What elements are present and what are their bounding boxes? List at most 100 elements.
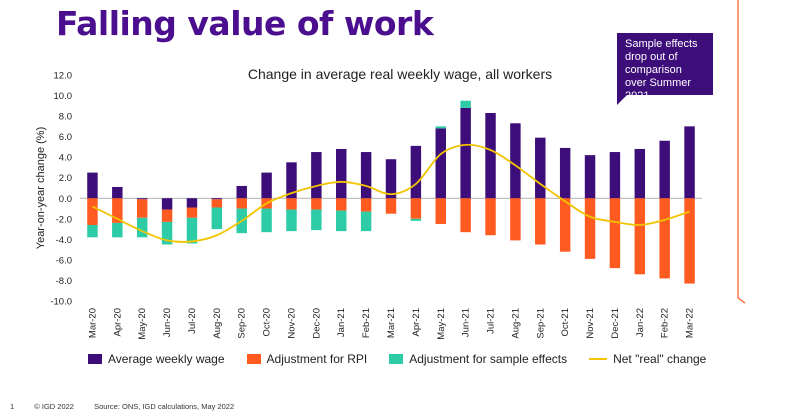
bar-wage-Apr-20 <box>112 186 123 199</box>
bar-rpi-Mar-20 <box>87 198 98 225</box>
bar-wage-Dec-21 <box>609 152 621 199</box>
bar-sample-Feb-21 <box>360 211 372 232</box>
chart-title: Change in average real weekly wage, all … <box>247 66 553 82</box>
x-tick-label: Dec-20 <box>311 308 322 339</box>
net-real-change-line <box>92 143 690 243</box>
x-tick-label: Aug-21 <box>510 308 521 339</box>
bar-sample-Jan-21 <box>336 210 347 232</box>
bar-sample-May-21 <box>435 126 446 129</box>
legend-label-wage: Average weekly wage <box>108 352 225 366</box>
bar-sample-Jun-21 <box>460 100 471 108</box>
bar-sample-Nov-20 <box>286 209 297 232</box>
x-tick-label: Jul-20 <box>187 308 198 334</box>
bar-wage-May-21 <box>435 128 446 199</box>
bar-sample-Jul-20 <box>186 217 198 244</box>
x-tick-label: Sep-20 <box>237 308 248 339</box>
bar-wage-Jun-21 <box>460 107 471 199</box>
bar-rpi-Jul-21 <box>485 198 496 236</box>
legend-label-rpi: Adjustment for RPI <box>266 352 368 366</box>
bar-rpi-Jan-22 <box>634 198 646 275</box>
y-tick-label: 6.0 <box>59 132 72 143</box>
y-tick-label: -6.0 <box>56 255 72 266</box>
bar-wage-Sep-21 <box>535 137 546 199</box>
bar-rpi-Jul-20 <box>186 207 198 218</box>
x-tick-label: Oct-21 <box>560 308 571 337</box>
bar-wage-Apr-21 <box>410 145 422 199</box>
bar-sample-Mar-20 <box>87 224 98 238</box>
bar-rpi-Jun-20 <box>161 209 173 222</box>
legend-swatch-sample <box>389 354 404 364</box>
legend-swatch-rpi <box>246 354 261 364</box>
bar-rpi-Feb-21 <box>360 198 372 212</box>
x-tick-label: Nov-20 <box>286 308 297 339</box>
x-tick-label: Aug-20 <box>212 308 223 339</box>
bar-sample-May-20 <box>136 217 148 238</box>
bar-rpi-Aug-20 <box>211 199 223 208</box>
bar-sample-Apr-21 <box>410 218 422 221</box>
x-tick-label: Jan-22 <box>635 308 646 337</box>
page-number: 1 <box>10 402 15 411</box>
x-tick-label: May-21 <box>436 308 447 340</box>
bar-wage-Oct-20 <box>261 172 272 199</box>
bar-sample-Oct-20 <box>261 208 272 233</box>
legend-item-rpi: Adjustment for RPI <box>246 352 368 366</box>
x-tick-label: Feb-22 <box>660 308 671 338</box>
x-tick-label: Mar-21 <box>386 308 397 338</box>
x-tick-label: Apr-21 <box>411 308 422 337</box>
bar-wage-Mar-20 <box>87 172 98 199</box>
footer: 1 © IGD 2022 Source: ONS, IGD calculatio… <box>10 402 252 411</box>
y-tick-label: 8.0 <box>59 112 72 123</box>
legend-label-net: Net "real" change <box>613 352 707 366</box>
y-tick-label: -2.0 <box>56 214 72 225</box>
x-tick-label: Apr-20 <box>112 308 123 337</box>
bar-wage-May-20 <box>136 198 148 200</box>
legend-item-net: Net "real" change <box>589 352 706 366</box>
legend-swatch-wage <box>88 354 102 364</box>
bar-wage-Nov-20 <box>286 162 297 199</box>
legend-swatch-net <box>589 358 608 360</box>
x-tick-label: Mar-20 <box>87 308 98 338</box>
y-tick-label: 10.0 <box>54 91 73 102</box>
legend-item-sample: Adjustment for sample effects <box>389 352 567 366</box>
source-note: Source: ONS, IGD calculations, May 2022 <box>94 402 235 411</box>
bar-wage-Jan-22 <box>634 148 646 199</box>
bar-wage-Sep-20 <box>236 185 247 199</box>
y-tick-label: -10.0 <box>50 297 72 308</box>
bar-rpi-Sep-21 <box>535 198 546 245</box>
bar-wage-Nov-21 <box>584 155 596 199</box>
legend-item-wage: Average weekly wage <box>88 352 225 366</box>
bar-wage-Mar-21 <box>385 159 397 199</box>
bar-rpi-Apr-20 <box>112 198 123 223</box>
y-tick-label: -4.0 <box>56 235 72 246</box>
x-tick-label: Nov-21 <box>585 308 596 339</box>
x-tick-label: Jul-21 <box>486 308 497 334</box>
x-tick-label: May-20 <box>137 308 148 340</box>
bar-rpi-May-20 <box>136 199 148 218</box>
y-tick-label: 4.0 <box>59 153 72 164</box>
bar-rpi-Mar-22 <box>684 198 695 284</box>
slide-title: Falling value of work <box>56 4 434 43</box>
bar-wage-Feb-21 <box>360 152 372 199</box>
bar-rpi-Apr-21 <box>410 198 422 219</box>
chart-legend: Average weekly wage Adjustment for RPI A… <box>88 352 706 366</box>
x-tick-label: Sep-21 <box>535 308 546 339</box>
bar-wage-Aug-21 <box>510 123 521 199</box>
y-axis-label: Year-on-year change (%) <box>35 127 47 250</box>
x-tick-label: Mar-22 <box>685 308 696 338</box>
bar-wage-Oct-21 <box>559 147 571 199</box>
x-tick-label: Jun-21 <box>461 308 472 337</box>
bar-wage-Jun-20 <box>161 198 173 210</box>
x-tick-label: Dec-21 <box>610 308 621 339</box>
bar-rpi-May-21 <box>435 198 446 224</box>
bar-rpi-Mar-21 <box>385 198 397 214</box>
x-tick-label: Jan-21 <box>336 308 347 337</box>
bar-sample-Aug-20 <box>211 207 223 230</box>
bar-rpi-Feb-22 <box>659 198 670 279</box>
y-tick-label: -8.0 <box>56 276 72 287</box>
x-tick-label: Oct-20 <box>262 308 273 337</box>
bar-rpi-Aug-21 <box>510 198 521 241</box>
x-tick-label: Jun-20 <box>162 308 173 337</box>
y-tick-label: 0.0 <box>59 194 72 205</box>
